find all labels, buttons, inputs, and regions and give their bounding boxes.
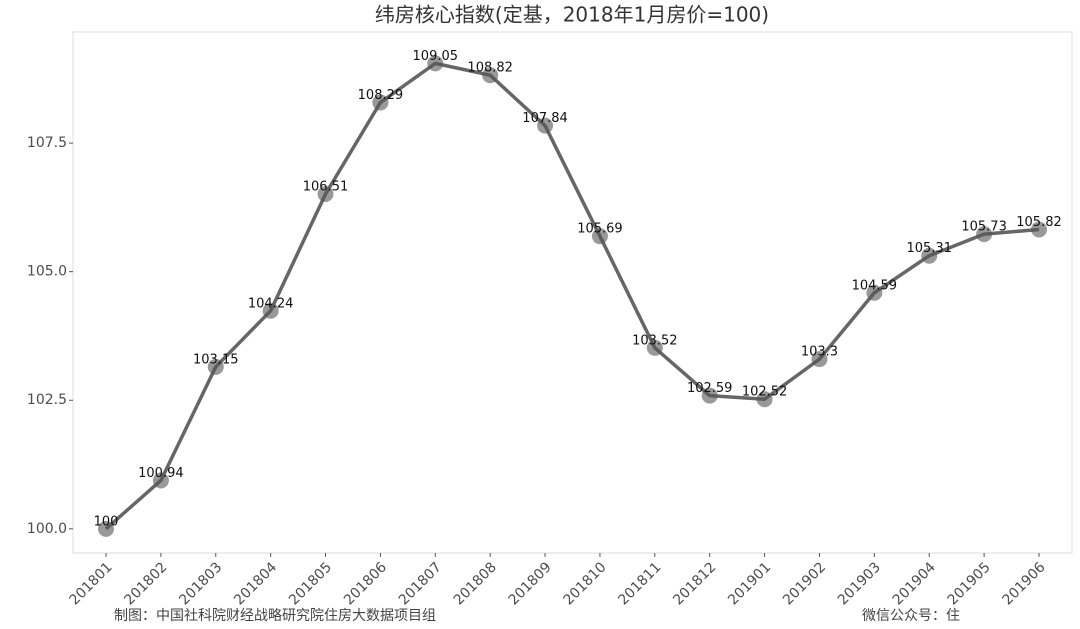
x-tick-label: 201903 (835, 559, 884, 608)
data-label: 103.15 (193, 352, 239, 367)
data-point (756, 391, 773, 408)
data-point (591, 228, 608, 245)
data-label: 105.82 (1016, 215, 1062, 230)
x-tick-label: 201805 (286, 559, 335, 608)
x-tick-label: 201905 (945, 559, 994, 608)
series-line (104, 61, 1040, 531)
data-label: 109.05 (413, 49, 459, 64)
data-label: 105.69 (577, 222, 623, 237)
y-tick-label: 107.5 (27, 135, 67, 151)
data-label: 105.31 (906, 241, 952, 256)
data-point (537, 117, 554, 134)
data-point (98, 520, 114, 537)
data-label: 106.51 (303, 180, 349, 195)
data-point (646, 339, 663, 356)
data-point (482, 67, 499, 84)
y-tick-label: 105.0 (27, 264, 67, 280)
data-label: 108.29 (358, 88, 404, 103)
data-point (262, 302, 279, 319)
data-label: 108.82 (467, 61, 513, 76)
data-point (317, 186, 334, 203)
data-label: 105.73 (961, 220, 1007, 235)
x-tick-label: 201902 (780, 559, 829, 608)
data-point (976, 226, 993, 243)
x-tick-label: 201808 (451, 559, 500, 608)
x-tick-label: 201904 (890, 559, 939, 608)
plot-panel (72, 31, 1073, 554)
data-label: 102.52 (742, 385, 788, 400)
data-label: 104.59 (852, 278, 898, 293)
x-tick-label: 201812 (670, 559, 719, 608)
data-point (372, 94, 389, 111)
x-tick-label: 201802 (121, 559, 170, 608)
footer-right: 微信公众号：住 (862, 608, 960, 624)
x-tick-label: 201901 (725, 559, 774, 608)
data-point (866, 284, 883, 301)
data-point (152, 472, 169, 489)
footer-left: 制图：中国社科院财经战略研究院住房大数据项目组 (114, 608, 436, 624)
x-tick-label: 201806 (341, 559, 390, 608)
data-label: 100.94 (138, 466, 184, 481)
data-label: 100 (94, 514, 119, 529)
x-tick-label: 201811 (615, 559, 664, 608)
y-tick-label: 102.5 (27, 392, 67, 408)
x-tick-label: 201906 (1000, 559, 1049, 608)
data-point (1031, 221, 1047, 238)
x-tick-label: 201809 (506, 559, 555, 608)
x-tick-label: 201804 (231, 559, 280, 608)
data-point (427, 55, 444, 72)
data-label: 103.3 (801, 345, 838, 360)
x-tick-label: 201801 (67, 559, 116, 608)
data-point (811, 351, 828, 368)
x-tick-label: 201803 (176, 559, 225, 608)
data-point (701, 387, 718, 404)
x-tick-label: 201807 (396, 559, 445, 608)
data-label: 107.84 (522, 111, 568, 126)
data-point (921, 247, 938, 264)
y-tick-label: 100.0 (27, 521, 67, 537)
data-label: 102.59 (687, 381, 733, 396)
data-point (207, 358, 224, 375)
data-label: 103.52 (632, 333, 678, 348)
x-tick-label: 201810 (560, 559, 609, 608)
chart-title: 纬房核心指数(定基，2018年1月房价=100) (375, 3, 769, 27)
data-label: 104.24 (248, 296, 294, 311)
